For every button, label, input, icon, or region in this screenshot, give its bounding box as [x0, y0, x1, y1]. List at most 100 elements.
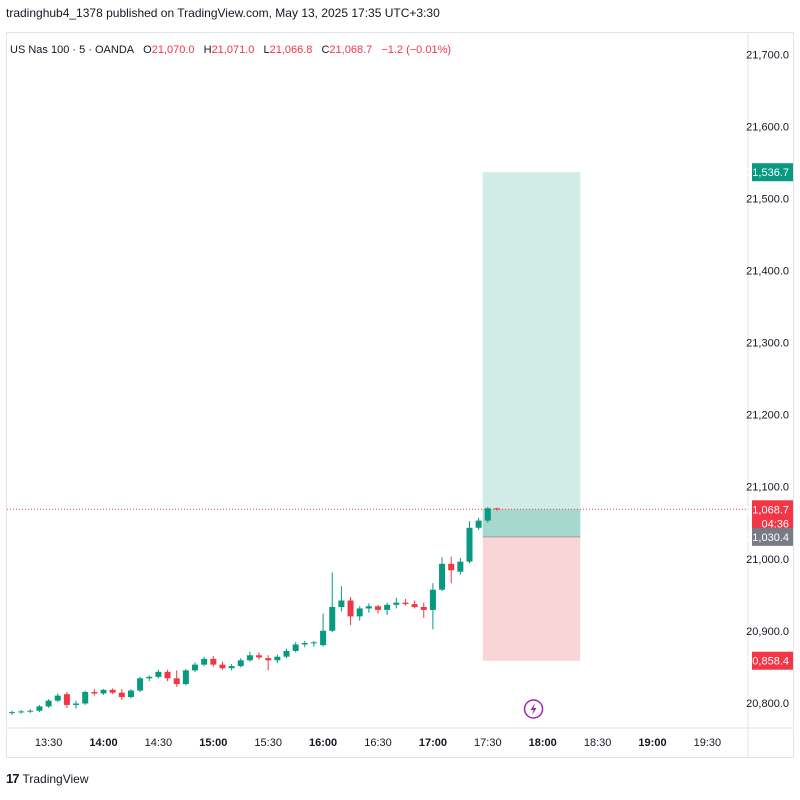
candle-body[interactable]: [457, 561, 464, 572]
candle-body[interactable]: [338, 600, 345, 608]
candle-body[interactable]: [27, 710, 34, 712]
entry-price-label[interactable]: [752, 527, 793, 546]
change-value: −1.2 (−0.01%): [381, 44, 452, 56]
candle-body[interactable]: [320, 630, 327, 646]
x-tick-label: 17:30: [474, 737, 502, 749]
entry-zone: [482, 509, 581, 537]
candle-body[interactable]: [192, 664, 198, 671]
candle-body[interactable]: [246, 655, 253, 661]
target-price-label-text: 21,536.7: [746, 167, 789, 179]
candle-body[interactable]: [292, 644, 299, 651]
entry-price-label-text: 21,030.4: [746, 532, 789, 544]
x-tick-label: 13:30: [35, 737, 63, 749]
candle-body[interactable]: [283, 650, 290, 657]
stop-price-label-text: 20,858.4: [746, 656, 789, 668]
tradingview-logo-icon: 17: [6, 771, 20, 786]
candle-body[interactable]: [201, 658, 208, 665]
candle-body[interactable]: [439, 563, 446, 590]
x-tick-label: 15:30: [254, 737, 282, 749]
current-price-label-text: 04:36: [761, 518, 789, 530]
y-tick-label: 20,900.0: [746, 626, 789, 638]
candle-body[interactable]: [493, 508, 500, 510]
high-value: 21,071.0: [211, 44, 255, 56]
candle-body[interactable]: [429, 589, 436, 610]
chart-frame: [6, 32, 794, 758]
candle-body[interactable]: [219, 664, 226, 669]
candle-body[interactable]: [100, 689, 107, 694]
candle-body[interactable]: [36, 706, 43, 711]
x-tick-label: 18:00: [529, 737, 557, 749]
candle-body[interactable]: [210, 658, 217, 665]
x-tick-label: 18:30: [584, 737, 612, 749]
candle-body[interactable]: [301, 643, 308, 645]
candle-body[interactable]: [127, 690, 134, 698]
candle-body[interactable]: [237, 660, 244, 667]
published-line: tradinghub4_1378 published on TradingVie…: [6, 6, 440, 20]
ohlc-legend: US Nas 100 · 5 · OANDA O21,070.0 H21,071…: [10, 44, 451, 56]
candle-body[interactable]: [310, 642, 317, 644]
candle-body[interactable]: [155, 671, 162, 677]
candle-body[interactable]: [182, 670, 189, 685]
candle-body[interactable]: [329, 607, 336, 631]
candle-body[interactable]: [375, 606, 381, 610]
candle-body[interactable]: [256, 655, 263, 658]
y-tick-label: 21,400.0: [746, 266, 789, 278]
high-label: H: [203, 44, 212, 56]
candle-body[interactable]: [54, 695, 61, 701]
close-label: C: [321, 44, 330, 56]
open-label: O: [143, 44, 152, 56]
y-tick-label: 21,100.0: [746, 482, 789, 494]
candle-body[interactable]: [466, 527, 473, 562]
symbol-label[interactable]: US Nas 100 · 5 · OANDA: [10, 44, 135, 56]
y-tick-label: 21,500.0: [746, 194, 789, 206]
low-label: L: [263, 44, 270, 56]
y-tick-label: 21,000.0: [746, 554, 789, 566]
candle-body[interactable]: [109, 689, 116, 693]
target-price-label[interactable]: [752, 163, 793, 182]
candle-body[interactable]: [402, 602, 409, 605]
candle-body[interactable]: [63, 694, 70, 705]
low-value: 21,066.8: [269, 44, 313, 56]
x-tick-label: 19:00: [638, 737, 666, 749]
candle-body[interactable]: [448, 563, 455, 571]
y-tick-label: 20,800.0: [746, 698, 789, 710]
y-tick-label: 21,300.0: [746, 338, 789, 350]
current-price-label-text: 21,068.7: [746, 504, 789, 516]
candle-body[interactable]: [137, 678, 144, 691]
y-tick-label: 21,600.0: [746, 122, 789, 134]
candle-body[interactable]: [475, 520, 482, 528]
candle-body[interactable]: [484, 508, 491, 521]
candle-body[interactable]: [164, 671, 171, 679]
candle-body[interactable]: [228, 666, 235, 669]
target-zone[interactable]: [482, 172, 581, 537]
stop-zone[interactable]: [482, 536, 581, 661]
candle-body[interactable]: [393, 602, 400, 605]
candle-body[interactable]: [420, 607, 427, 610]
candle-body[interactable]: [45, 700, 52, 707]
candle-body[interactable]: [73, 703, 80, 705]
candle-body[interactable]: [146, 676, 153, 679]
candle-body[interactable]: [384, 604, 391, 610]
candle-body[interactable]: [265, 658, 272, 661]
x-tick-label: 16:00: [309, 737, 337, 749]
y-tick-label: 21,200.0: [746, 410, 789, 422]
candle-body[interactable]: [18, 711, 25, 713]
candle-body[interactable]: [173, 678, 180, 685]
lightning-glyph: [530, 703, 537, 715]
x-tick-label: 19:30: [694, 737, 722, 749]
x-tick-label: 17:00: [419, 737, 447, 749]
candle-body[interactable]: [347, 600, 354, 617]
candle-body[interactable]: [356, 608, 363, 617]
candle-body[interactable]: [82, 691, 89, 704]
candle-body[interactable]: [274, 656, 281, 661]
x-tick-label: 16:30: [364, 737, 392, 749]
tradingview-footer[interactable]: 17 TradingView: [6, 771, 89, 786]
candle-body[interactable]: [365, 606, 372, 609]
candle-body[interactable]: [91, 691, 98, 694]
candle-body[interactable]: [411, 604, 418, 608]
current-price-label[interactable]: [752, 500, 793, 533]
candle-body[interactable]: [9, 712, 15, 714]
candle-body[interactable]: [118, 692, 125, 698]
stop-price-label[interactable]: [752, 651, 793, 670]
